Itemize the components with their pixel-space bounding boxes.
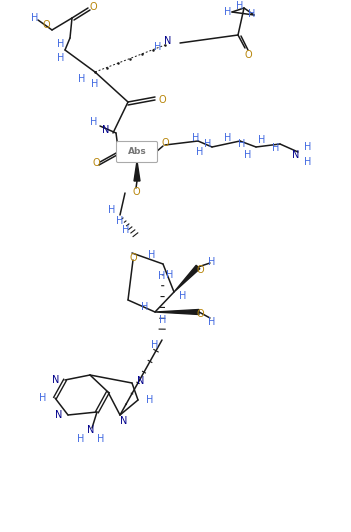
Text: H: H xyxy=(90,117,98,127)
Text: N: N xyxy=(164,36,172,46)
Text: H: H xyxy=(244,150,252,160)
Text: H: H xyxy=(204,139,212,149)
Text: H: H xyxy=(196,147,204,157)
Text: H: H xyxy=(272,143,280,153)
Text: H: H xyxy=(148,250,156,260)
Text: N: N xyxy=(137,376,145,386)
Text: H: H xyxy=(258,135,266,145)
Text: O: O xyxy=(129,253,137,263)
Text: H: H xyxy=(238,139,246,149)
Text: H: H xyxy=(304,157,312,167)
Text: H: H xyxy=(154,42,162,52)
Text: H: H xyxy=(57,53,65,63)
Text: H: H xyxy=(31,13,39,23)
Text: Abs: Abs xyxy=(128,147,146,156)
Text: O: O xyxy=(158,95,166,105)
Text: H: H xyxy=(116,216,124,226)
Text: H: H xyxy=(122,225,130,235)
Text: N: N xyxy=(55,410,63,420)
Text: H: H xyxy=(57,39,65,49)
Text: H: H xyxy=(166,270,174,280)
Text: O: O xyxy=(196,309,204,319)
Text: H: H xyxy=(146,395,154,405)
Text: N: N xyxy=(87,425,95,435)
Text: O: O xyxy=(132,187,140,197)
Text: N: N xyxy=(102,125,110,135)
Text: O: O xyxy=(196,265,204,275)
Text: O: O xyxy=(89,2,97,12)
Text: H: H xyxy=(192,133,200,143)
Text: H: H xyxy=(108,205,116,215)
Text: H: H xyxy=(158,271,166,281)
Text: H: H xyxy=(224,133,232,143)
Text: O: O xyxy=(161,138,169,148)
Text: O: O xyxy=(42,20,50,30)
Text: H: H xyxy=(97,434,105,444)
Text: H: H xyxy=(91,79,99,89)
Text: H: H xyxy=(151,340,159,350)
Text: H: H xyxy=(224,7,232,17)
FancyBboxPatch shape xyxy=(117,142,158,162)
Text: N: N xyxy=(120,416,128,426)
Text: H: H xyxy=(248,9,256,19)
Text: H: H xyxy=(208,317,216,327)
Text: H: H xyxy=(304,142,312,152)
Text: N: N xyxy=(292,150,300,160)
Polygon shape xyxy=(174,265,200,292)
Text: H: H xyxy=(236,1,244,11)
Text: H: H xyxy=(159,315,167,325)
Text: H: H xyxy=(141,302,149,312)
Text: H: H xyxy=(78,74,86,84)
Polygon shape xyxy=(155,310,199,314)
Text: H: H xyxy=(179,291,187,301)
Text: H: H xyxy=(77,434,85,444)
Text: H: H xyxy=(39,393,47,403)
Text: H: H xyxy=(208,257,216,267)
Text: O: O xyxy=(92,158,100,168)
Text: N: N xyxy=(52,375,60,385)
Polygon shape xyxy=(134,161,140,181)
Text: O: O xyxy=(244,50,252,60)
